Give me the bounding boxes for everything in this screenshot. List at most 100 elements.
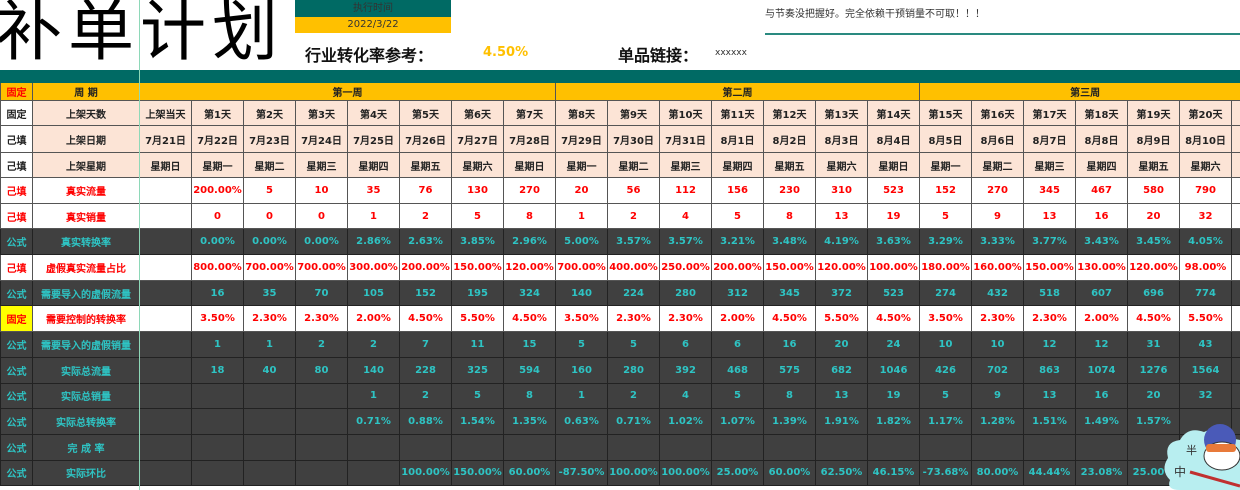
status-cell[interactable]: 己填 (0, 152, 33, 178)
value-cell[interactable] (711, 433, 764, 461)
value-cell[interactable]: 2 (399, 202, 452, 230)
value-cell[interactable]: 7 (399, 331, 452, 358)
day-cell[interactable]: 星期四 (711, 152, 764, 178)
day-cell[interactable]: 第18天 (1075, 100, 1128, 126)
day-cell[interactable]: 第2天 (243, 100, 296, 126)
value-cell[interactable]: 16 (763, 331, 816, 358)
value-cell[interactable]: 200.00% (191, 177, 244, 204)
day-cell[interactable]: 第8天 (555, 100, 608, 126)
day-cell[interactable]: 星期一 (191, 152, 244, 178)
overflow-cell[interactable] (1230, 125, 1240, 153)
overflow-cell[interactable] (1230, 279, 1240, 307)
value-cell[interactable]: 0.00% (243, 228, 296, 256)
value-cell[interactable]: 20 (815, 331, 868, 358)
value-cell[interactable] (919, 433, 972, 461)
value-cell[interactable]: 195 (451, 279, 504, 307)
value-cell[interactable]: 10 (971, 331, 1024, 358)
value-cell[interactable]: 120.00% (815, 254, 868, 281)
value-cell[interactable]: 160.00% (971, 254, 1024, 281)
value-cell[interactable]: 4.50% (399, 305, 452, 333)
value-cell[interactable]: 23.08% (1075, 459, 1128, 487)
value-cell[interactable] (243, 408, 296, 435)
overflow-cell[interactable] (1230, 254, 1240, 281)
value-cell[interactable] (295, 408, 348, 435)
value-cell[interactable]: 0.88% (399, 408, 452, 435)
value-cell[interactable]: 2 (399, 382, 452, 410)
day-cell[interactable]: 8月3日 (815, 125, 868, 153)
exec-time-label[interactable]: 执行时间 (295, 0, 451, 17)
value-cell[interactable]: 32 (1179, 202, 1232, 230)
value-cell[interactable]: 4.19% (815, 228, 868, 256)
status-cell[interactable]: 己填 (0, 125, 33, 153)
value-cell[interactable]: 467 (1075, 177, 1128, 204)
value-cell[interactable]: 56 (607, 177, 660, 204)
value-cell[interactable]: 0.71% (607, 408, 660, 435)
value-cell[interactable] (763, 433, 816, 461)
value-cell[interactable]: 400.00% (607, 254, 660, 281)
value-cell[interactable]: 774 (1179, 279, 1232, 307)
value-cell[interactable]: 1.49% (1075, 408, 1128, 435)
value-cell[interactable]: 8 (763, 382, 816, 410)
value-cell[interactable]: 130 (451, 177, 504, 204)
product-link-value[interactable]: xxxxxx (715, 48, 747, 58)
day-cell[interactable]: 星期二 (607, 152, 660, 178)
status-cell[interactable]: 公式 (0, 331, 33, 358)
value-cell[interactable]: 62.50% (815, 459, 868, 487)
day-cell[interactable]: 第17天 (1023, 100, 1076, 126)
value-cell[interactable]: 1 (555, 202, 608, 230)
day-cell[interactable]: 第9天 (607, 100, 660, 126)
day-cell[interactable]: 星期二 (971, 152, 1024, 178)
day-cell[interactable]: 7月31日 (659, 125, 712, 153)
launch-day-cell[interactable] (139, 279, 192, 307)
status-cell[interactable]: 己填 (0, 177, 33, 204)
day-cell[interactable]: 星期六 (451, 152, 504, 178)
value-cell[interactable]: 8 (503, 382, 556, 410)
value-cell[interactable]: 156 (711, 177, 764, 204)
day-cell[interactable]: 7月28日 (503, 125, 556, 153)
value-cell[interactable]: 700.00% (243, 254, 296, 281)
status-cell[interactable]: 公式 (0, 356, 33, 384)
value-cell[interactable]: 372 (815, 279, 868, 307)
value-cell[interactable]: 76 (399, 177, 452, 204)
day-cell[interactable]: 8月8日 (1075, 125, 1128, 153)
overflow-cell[interactable] (1230, 202, 1240, 230)
value-cell[interactable]: 13 (1023, 202, 1076, 230)
value-cell[interactable]: 152 (399, 279, 452, 307)
value-cell[interactable] (451, 433, 504, 461)
value-cell[interactable]: 2.30% (1023, 305, 1076, 333)
value-cell[interactable] (243, 459, 296, 487)
value-cell[interactable]: 1 (191, 331, 244, 358)
week-header[interactable]: 第一周 (139, 82, 556, 101)
value-cell[interactable]: 6 (711, 331, 764, 358)
value-cell[interactable]: 100.00% (607, 459, 660, 487)
overflow-cell[interactable] (1230, 177, 1240, 204)
value-cell[interactable]: 12 (1023, 331, 1076, 358)
day-cell[interactable]: 8月7日 (1023, 125, 1076, 153)
value-cell[interactable]: 105 (347, 279, 400, 307)
status-cell[interactable]: 己填 (0, 202, 33, 230)
value-cell[interactable]: 682 (815, 356, 868, 384)
value-cell[interactable]: 140 (555, 279, 608, 307)
row-label[interactable]: 真实转换率 (32, 228, 140, 256)
value-cell[interactable]: 0.00% (295, 228, 348, 256)
value-cell[interactable]: 2.96% (503, 228, 556, 256)
row-label[interactable]: 上架星期 (32, 152, 140, 178)
value-cell[interactable]: 19 (867, 202, 920, 230)
value-cell[interactable]: 24 (867, 331, 920, 358)
value-cell[interactable]: 3.50% (191, 305, 244, 333)
value-cell[interactable]: -87.50% (555, 459, 608, 487)
value-cell[interactable]: 1 (347, 202, 400, 230)
value-cell[interactable]: 8 (763, 202, 816, 230)
value-cell[interactable]: 5 (451, 382, 504, 410)
value-cell[interactable] (815, 433, 868, 461)
value-cell[interactable]: 35 (347, 177, 400, 204)
value-cell[interactable]: 224 (607, 279, 660, 307)
value-cell[interactable]: 4 (659, 202, 712, 230)
value-cell[interactable]: 2 (607, 382, 660, 410)
launch-day-cell[interactable] (139, 177, 192, 204)
value-cell[interactable] (971, 433, 1024, 461)
value-cell[interactable]: 16 (1075, 382, 1128, 410)
value-cell[interactable]: 468 (711, 356, 764, 384)
value-cell[interactable]: 18 (191, 356, 244, 384)
value-cell[interactable]: 80 (295, 356, 348, 384)
